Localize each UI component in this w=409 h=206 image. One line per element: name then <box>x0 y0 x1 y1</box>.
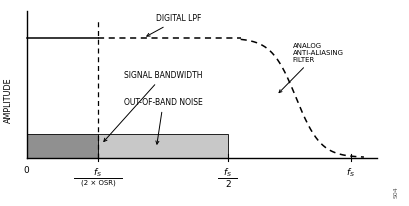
Text: ANALOG
ANTI-ALIASING
FILTER: ANALOG ANTI-ALIASING FILTER <box>279 43 343 93</box>
Text: $f_{S}$: $f_{S}$ <box>93 166 102 179</box>
Text: 0: 0 <box>24 166 29 176</box>
Text: OUT-OF-BAND NOISE: OUT-OF-BAND NOISE <box>124 98 202 144</box>
Text: AMPLITUDE: AMPLITUDE <box>4 77 13 123</box>
Bar <box>98 134 227 158</box>
Bar <box>27 134 98 158</box>
Text: (2 × OSR): (2 × OSR) <box>81 180 115 186</box>
Text: $f_{S}$: $f_{S}$ <box>346 166 355 179</box>
Text: DIGITAL LPF: DIGITAL LPF <box>146 14 201 36</box>
Text: $f_{S}$: $f_{S}$ <box>222 166 231 179</box>
Text: 2: 2 <box>225 180 230 189</box>
Text: SIGNAL BANDWIDTH: SIGNAL BANDWIDTH <box>103 71 202 142</box>
Text: S04: S04 <box>393 186 398 198</box>
